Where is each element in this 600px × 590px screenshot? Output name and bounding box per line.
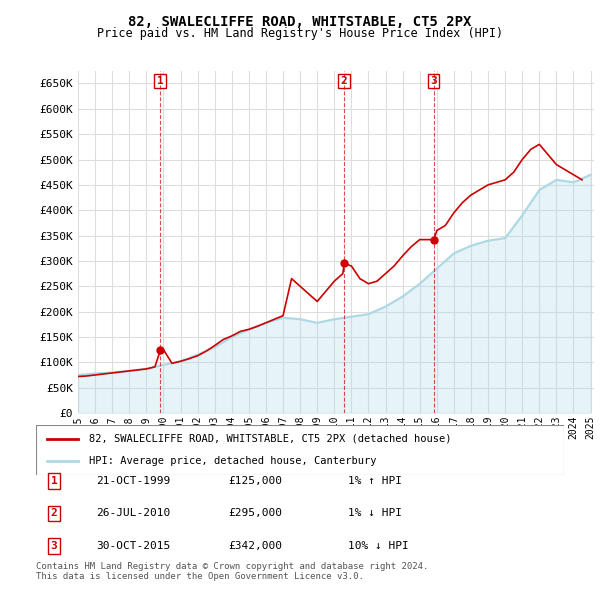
FancyBboxPatch shape — [36, 425, 564, 475]
Text: 82, SWALECLIFFE ROAD, WHITSTABLE, CT5 2PX (detached house): 82, SWALECLIFFE ROAD, WHITSTABLE, CT5 2P… — [89, 434, 451, 444]
Text: 2: 2 — [341, 76, 347, 86]
Text: 10% ↓ HPI: 10% ↓ HPI — [348, 541, 409, 550]
Text: HPI: Average price, detached house, Canterbury: HPI: Average price, detached house, Cant… — [89, 456, 376, 466]
Text: Price paid vs. HM Land Registry's House Price Index (HPI): Price paid vs. HM Land Registry's House … — [97, 27, 503, 40]
Text: 21-OCT-1999: 21-OCT-1999 — [96, 476, 170, 486]
Text: £342,000: £342,000 — [228, 541, 282, 550]
Text: 1: 1 — [50, 476, 58, 486]
Text: 26-JUL-2010: 26-JUL-2010 — [96, 509, 170, 518]
Text: £295,000: £295,000 — [228, 509, 282, 518]
Text: Contains HM Land Registry data © Crown copyright and database right 2024.
This d: Contains HM Land Registry data © Crown c… — [36, 562, 428, 581]
Text: 30-OCT-2015: 30-OCT-2015 — [96, 541, 170, 550]
Text: £125,000: £125,000 — [228, 476, 282, 486]
Text: 3: 3 — [50, 541, 58, 550]
Text: 3: 3 — [431, 76, 437, 86]
Text: 82, SWALECLIFFE ROAD, WHITSTABLE, CT5 2PX: 82, SWALECLIFFE ROAD, WHITSTABLE, CT5 2P… — [128, 15, 472, 29]
Text: 1% ↑ HPI: 1% ↑ HPI — [348, 476, 402, 486]
Text: 2: 2 — [50, 509, 58, 518]
Text: 1: 1 — [157, 76, 163, 86]
Text: 1% ↓ HPI: 1% ↓ HPI — [348, 509, 402, 518]
